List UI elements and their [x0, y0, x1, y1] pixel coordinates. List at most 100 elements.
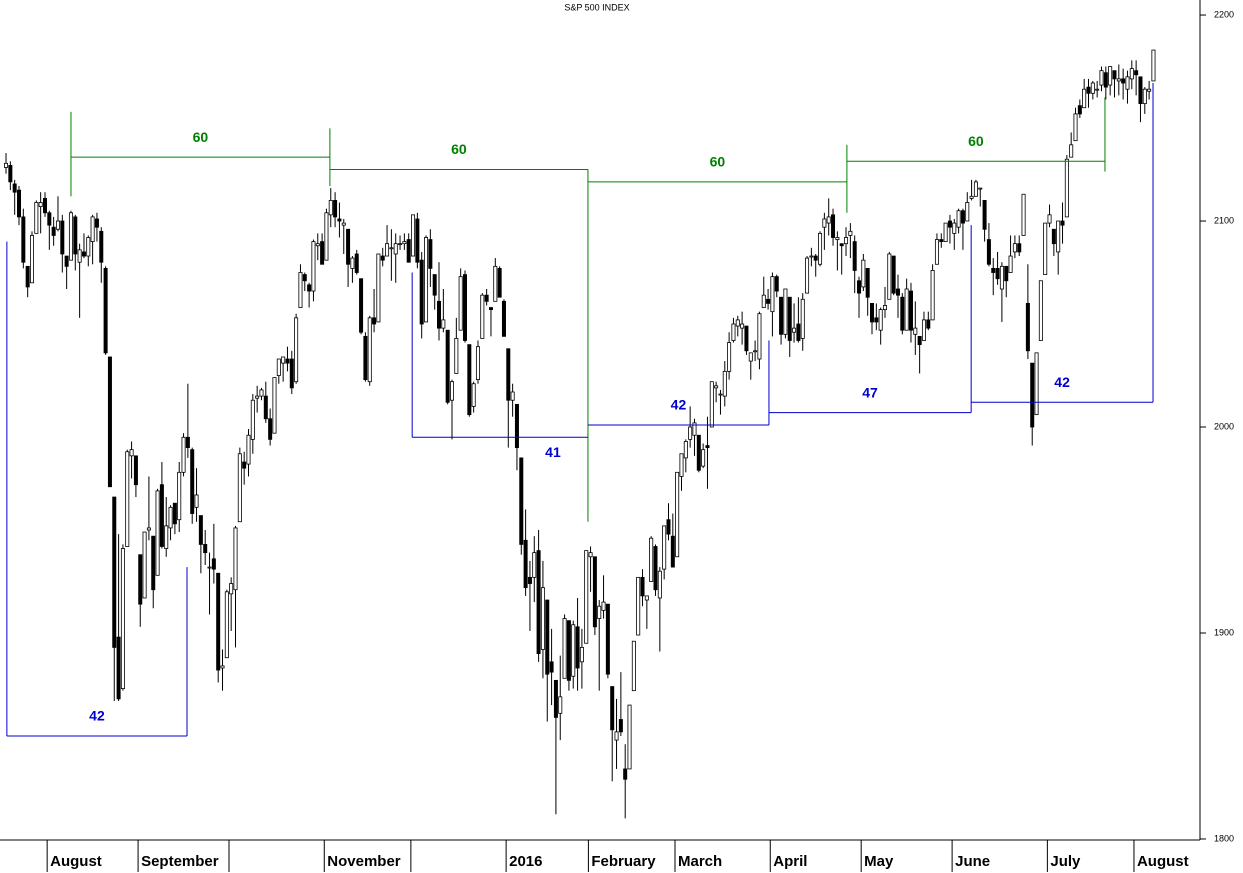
candle-body — [861, 259, 866, 288]
candle-body — [263, 395, 268, 420]
candle-body — [1134, 70, 1139, 76]
candle-body — [207, 566, 212, 569]
candle-body — [519, 457, 524, 545]
candle-body — [727, 342, 732, 372]
candle-body — [618, 719, 623, 733]
candle-body — [268, 418, 273, 440]
candle-body — [441, 319, 446, 329]
candle-body — [692, 422, 697, 436]
candle-body — [857, 280, 862, 294]
candle-body — [198, 515, 203, 545]
candle-body — [735, 319, 740, 327]
candle-body — [662, 525, 667, 570]
candle-body — [973, 181, 978, 197]
candle-body — [151, 535, 156, 591]
chart-title: S&P 500 INDEX — [564, 2, 629, 12]
candle-body — [493, 265, 498, 302]
y-tick-label: 2000 — [1214, 421, 1234, 431]
candle-body — [921, 319, 926, 341]
candle-body — [826, 216, 831, 224]
x-tick-label: May — [864, 853, 894, 870]
candle-body — [125, 451, 130, 547]
candle-body — [536, 550, 541, 654]
candle-body — [233, 527, 238, 591]
candle-body — [372, 317, 377, 325]
candle-body — [346, 228, 351, 265]
candle-body — [1043, 222, 1048, 275]
candle-body — [359, 278, 364, 333]
candle-body — [1129, 68, 1134, 80]
cycle-label: 42 — [671, 397, 687, 413]
candle-body — [562, 618, 567, 679]
candle-body — [558, 696, 563, 714]
candle-body — [939, 239, 944, 243]
candle-body — [566, 620, 571, 681]
candle-body — [194, 494, 199, 508]
candle-body — [709, 381, 714, 428]
candle-body — [445, 329, 450, 403]
candle-body — [960, 210, 965, 224]
candle-body — [753, 350, 758, 353]
candle-body — [488, 307, 493, 310]
candle-body — [484, 294, 489, 302]
candle-body — [597, 605, 602, 619]
candle-body — [796, 323, 801, 341]
candle-body — [1034, 352, 1039, 416]
candle-body — [1004, 265, 1009, 282]
candle-body — [549, 661, 554, 673]
x-tick-label: April — [773, 853, 807, 870]
candle-body — [978, 187, 983, 190]
candle-body — [722, 370, 727, 397]
candle-body — [21, 216, 26, 263]
candle-body — [900, 296, 905, 331]
candle-body — [649, 537, 654, 582]
candle-body — [55, 220, 60, 230]
cycle-label: 42 — [89, 708, 105, 724]
candle-body — [51, 226, 56, 236]
candle-body — [666, 519, 671, 535]
candle-body — [822, 218, 827, 228]
candle-body — [276, 358, 281, 376]
candle-body — [1090, 82, 1095, 94]
candle-body — [999, 265, 1004, 290]
candle-body — [411, 214, 416, 257]
candle-body — [177, 471, 182, 521]
candle-body — [930, 270, 935, 321]
candle-body — [116, 636, 121, 700]
candle-body — [714, 385, 719, 389]
cycle-label: 60 — [451, 141, 467, 157]
candle-body — [107, 356, 112, 488]
candle-body — [779, 296, 784, 335]
candle-body — [462, 274, 467, 341]
candle-body — [471, 383, 476, 407]
candle-body — [38, 202, 43, 208]
y-tick-label: 2100 — [1214, 215, 1234, 225]
candle-body — [675, 471, 680, 558]
candle-body — [8, 165, 13, 183]
candle-body — [389, 247, 394, 250]
candle-body — [1025, 303, 1030, 352]
candle-body — [995, 267, 1000, 280]
candle-body — [294, 317, 299, 383]
x-tick-label: 2016 — [509, 853, 542, 870]
candle-body — [805, 257, 810, 294]
candle-body — [428, 239, 433, 269]
candle-body — [289, 358, 294, 389]
candle-body — [164, 525, 169, 549]
candle-body — [4, 162, 9, 168]
candle-body — [813, 255, 818, 261]
candle-body — [895, 288, 900, 296]
candle-body — [688, 426, 693, 440]
candle-body — [831, 214, 836, 238]
candle-body — [1077, 105, 1082, 115]
cycle-label: 60 — [710, 154, 726, 170]
candle-body — [203, 544, 208, 554]
candle-body — [627, 704, 632, 770]
candle-body — [415, 218, 420, 263]
candle-body — [679, 453, 684, 477]
x-tick-label: March — [678, 853, 722, 870]
candle-body — [129, 449, 134, 457]
candle-body — [887, 253, 892, 300]
candle-body — [761, 294, 766, 308]
candle-body — [155, 490, 160, 576]
